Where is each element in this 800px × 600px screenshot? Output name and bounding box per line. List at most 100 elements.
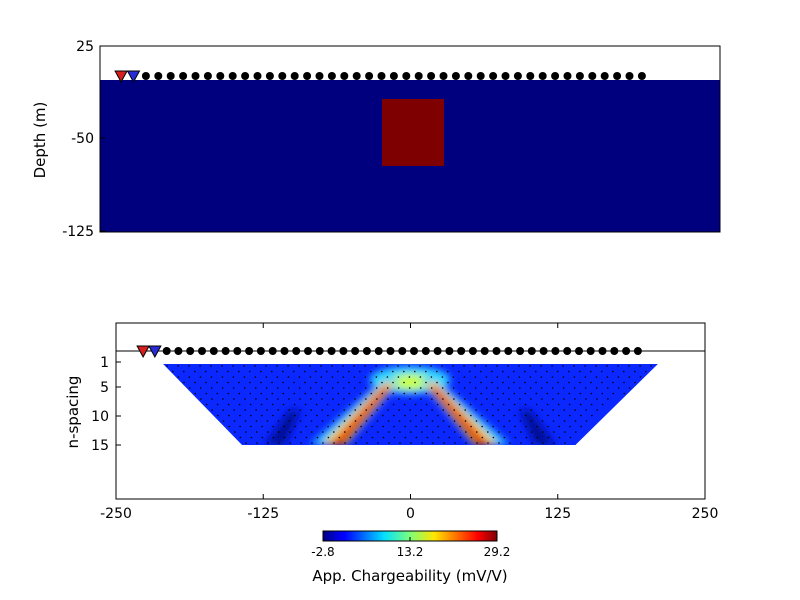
data-point <box>441 365 443 367</box>
data-point <box>266 409 269 411</box>
data-point <box>304 392 307 395</box>
data-point <box>529 376 532 378</box>
data-point <box>298 365 300 367</box>
data-point <box>513 392 516 395</box>
data-point <box>272 414 274 417</box>
data-point <box>436 370 438 373</box>
data-point <box>338 425 340 428</box>
data-point <box>261 425 263 428</box>
data-point <box>464 398 466 400</box>
data-point <box>342 387 345 389</box>
data-point <box>623 370 625 373</box>
data-point <box>403 370 405 373</box>
pseudosection-panel: 1 5 10 15 n-spacing -250 -125 0 125 250 <box>64 322 718 522</box>
data-point <box>360 436 363 439</box>
data-point <box>370 370 372 373</box>
data-point <box>524 381 526 384</box>
potential-electrode <box>377 72 386 80</box>
data-point <box>606 387 609 389</box>
data-point <box>441 387 444 389</box>
data-point <box>321 420 324 422</box>
data-point <box>331 365 333 367</box>
data-point <box>278 431 280 433</box>
data-point <box>249 403 252 406</box>
data-point <box>419 376 422 378</box>
data-point <box>628 387 631 389</box>
data-point <box>580 425 582 428</box>
data-point <box>260 392 263 395</box>
data-point <box>518 376 521 378</box>
data-point <box>388 442 390 444</box>
data-point <box>338 414 340 417</box>
data-point <box>530 398 532 400</box>
data-point <box>260 381 262 384</box>
potential-electrode <box>501 72 510 80</box>
potential-electrode <box>563 347 572 355</box>
data-point <box>558 436 561 439</box>
data-point <box>568 370 570 373</box>
data-point <box>342 376 345 378</box>
anomaly-right-shadow <box>520 410 555 445</box>
potential-electrode <box>451 72 460 80</box>
data-point <box>486 409 489 411</box>
data-point <box>531 442 533 444</box>
data-point <box>381 392 384 395</box>
data-point <box>398 409 401 411</box>
potential-electrode <box>179 72 188 80</box>
data-point <box>474 376 477 378</box>
data-point <box>585 420 588 422</box>
data-point <box>579 381 581 384</box>
model-axes-frame <box>99 45 721 233</box>
data-point <box>360 414 362 417</box>
data-point <box>233 420 236 422</box>
data-point <box>228 414 230 417</box>
data-point <box>410 442 412 444</box>
data-point <box>514 436 517 439</box>
data-point <box>573 376 576 378</box>
data-point <box>524 403 527 406</box>
data-point <box>221 376 224 378</box>
data-point <box>354 409 357 411</box>
data-point <box>376 409 379 411</box>
potential-electrode <box>516 347 525 355</box>
data-point <box>536 425 538 428</box>
data-point <box>557 370 559 373</box>
data-point <box>485 387 488 389</box>
data-point <box>260 370 262 373</box>
data-point <box>408 387 411 389</box>
data-point <box>487 431 489 433</box>
data-point <box>238 381 240 384</box>
data-point <box>469 381 471 384</box>
potential-electrode <box>166 72 175 80</box>
potential-electrode <box>327 347 336 355</box>
data-point <box>469 370 471 373</box>
data-point <box>469 403 472 406</box>
data-point <box>503 425 505 428</box>
data-point <box>210 387 213 389</box>
data-point <box>304 381 306 384</box>
data-point <box>370 381 372 384</box>
data-point <box>326 381 328 384</box>
data-point <box>320 365 322 367</box>
data-point <box>463 387 466 389</box>
data-point <box>221 387 224 389</box>
data-point <box>529 387 532 389</box>
data-point <box>404 414 406 417</box>
data-point <box>276 365 278 367</box>
potential-electrode <box>233 347 242 355</box>
data-point <box>365 409 368 411</box>
data-point <box>542 431 544 433</box>
data-point <box>470 425 472 428</box>
data-point <box>481 414 483 417</box>
data-point <box>569 414 571 417</box>
data-point <box>349 425 351 428</box>
data-point <box>509 431 511 433</box>
data-point <box>518 387 521 389</box>
data-point <box>431 420 434 422</box>
data-point <box>426 425 428 428</box>
data-point <box>299 420 302 422</box>
data-point <box>387 409 390 411</box>
data-point <box>404 436 407 439</box>
data-point <box>542 442 544 444</box>
